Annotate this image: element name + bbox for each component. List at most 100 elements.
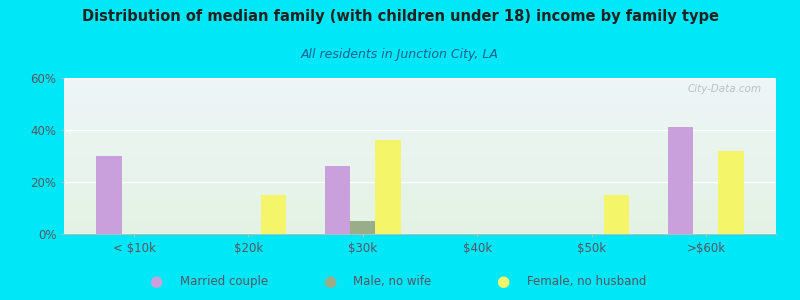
Bar xyxy=(64,223,776,225)
Text: Female, no husband: Female, no husband xyxy=(526,275,646,289)
Bar xyxy=(64,101,776,103)
Bar xyxy=(64,148,776,150)
Bar xyxy=(64,131,776,133)
Bar xyxy=(64,81,776,83)
Bar xyxy=(64,95,776,97)
Bar xyxy=(64,229,776,231)
Bar xyxy=(64,200,776,201)
Bar xyxy=(64,175,776,176)
Bar xyxy=(64,117,776,118)
Bar xyxy=(64,87,776,89)
Bar xyxy=(604,195,630,234)
Bar xyxy=(64,228,776,229)
Bar xyxy=(64,111,776,112)
Bar xyxy=(64,167,776,169)
Bar xyxy=(64,165,776,167)
Bar xyxy=(64,162,776,164)
Bar xyxy=(64,153,776,154)
Bar xyxy=(64,164,776,165)
Bar xyxy=(64,98,776,100)
Bar xyxy=(64,204,776,206)
Bar xyxy=(64,221,776,223)
Bar xyxy=(64,126,776,128)
Bar xyxy=(64,116,776,117)
Bar xyxy=(64,150,776,151)
Bar xyxy=(64,94,776,95)
Bar xyxy=(64,86,776,87)
Bar xyxy=(64,123,776,125)
Bar xyxy=(64,140,776,142)
Bar xyxy=(64,206,776,208)
Text: Male, no wife: Male, no wife xyxy=(354,275,431,289)
Bar xyxy=(64,112,776,114)
Bar xyxy=(64,220,776,221)
Bar xyxy=(64,151,776,153)
Bar xyxy=(64,109,776,111)
Bar xyxy=(718,151,744,234)
Bar xyxy=(64,143,776,145)
Text: ●: ● xyxy=(150,274,162,290)
Bar xyxy=(64,97,776,98)
Bar xyxy=(64,215,776,217)
Bar xyxy=(64,158,776,159)
Bar xyxy=(64,78,776,80)
Bar xyxy=(64,179,776,181)
Text: All residents in Junction City, LA: All residents in Junction City, LA xyxy=(301,48,499,61)
Bar xyxy=(64,169,776,170)
Bar xyxy=(64,84,776,86)
Bar xyxy=(64,139,776,140)
Bar xyxy=(64,92,776,94)
Bar xyxy=(64,106,776,108)
Bar xyxy=(64,203,776,204)
Bar xyxy=(64,231,776,232)
Bar xyxy=(64,114,776,116)
Text: City-Data.com: City-Data.com xyxy=(688,84,762,94)
Bar xyxy=(64,201,776,203)
Bar xyxy=(64,176,776,178)
Bar xyxy=(64,211,776,212)
Bar xyxy=(64,198,776,200)
Bar xyxy=(64,118,776,120)
Bar xyxy=(375,140,401,234)
Bar xyxy=(64,178,776,179)
Bar xyxy=(64,170,776,172)
Bar xyxy=(64,89,776,91)
Bar xyxy=(64,122,776,123)
Text: ●: ● xyxy=(496,274,510,290)
Bar xyxy=(64,83,776,84)
Bar xyxy=(64,137,776,139)
Bar xyxy=(64,192,776,194)
Bar xyxy=(64,142,776,143)
Bar xyxy=(64,226,776,228)
Bar xyxy=(64,91,776,92)
Bar xyxy=(64,125,776,126)
Bar xyxy=(64,195,776,196)
Bar xyxy=(96,156,122,234)
Bar xyxy=(64,161,776,162)
Bar xyxy=(64,130,776,131)
Bar xyxy=(64,209,776,211)
Bar xyxy=(350,221,375,234)
Bar xyxy=(64,173,776,175)
Bar xyxy=(64,172,776,173)
Bar xyxy=(64,134,776,136)
Bar xyxy=(64,147,776,148)
Bar xyxy=(325,167,350,234)
Bar xyxy=(64,208,776,209)
Bar xyxy=(64,156,776,158)
Bar xyxy=(64,181,776,182)
Bar xyxy=(64,103,776,104)
Text: ●: ● xyxy=(322,274,336,290)
Bar xyxy=(64,100,776,101)
Bar xyxy=(64,104,776,106)
Bar xyxy=(64,196,776,198)
Bar xyxy=(64,189,776,190)
Bar xyxy=(64,128,776,130)
Bar xyxy=(64,184,776,186)
Bar xyxy=(64,194,776,195)
Bar xyxy=(64,190,776,192)
Bar xyxy=(64,187,776,189)
Bar xyxy=(64,225,776,226)
Text: Distribution of median family (with children under 18) income by family type: Distribution of median family (with chil… xyxy=(82,9,718,24)
Bar xyxy=(64,80,776,81)
